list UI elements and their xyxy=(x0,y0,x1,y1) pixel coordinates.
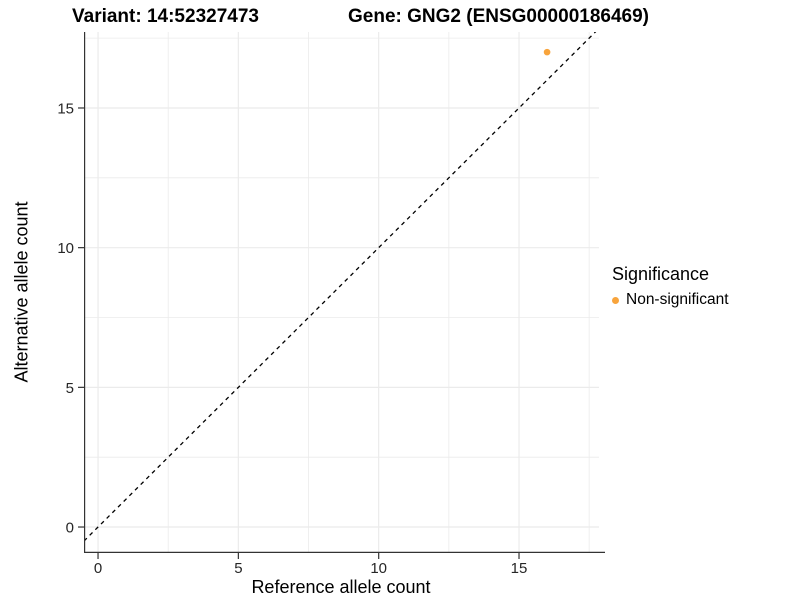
y-axis-label: Alternative allele count xyxy=(11,201,32,383)
legend-title: Significance xyxy=(612,264,710,284)
y-tick-label: 5 xyxy=(66,380,74,397)
x-tick-label: 10 xyxy=(370,560,387,577)
x-tick-label: 5 xyxy=(234,560,242,577)
identity-reference-line xyxy=(84,32,597,542)
plot-title-gene: Gene: GNG2 (ENSG00000186469) xyxy=(348,6,649,27)
plot-panel: 0 5 10 15 0 5 10 15 xyxy=(57,32,605,577)
y-tick-label: 10 xyxy=(57,240,74,257)
x-tick-label: 15 xyxy=(511,560,528,577)
y-tick-label: 0 xyxy=(66,520,74,537)
y-tick-label: 15 xyxy=(57,100,74,117)
data-point xyxy=(543,48,551,56)
x-axis-label: Reference allele count xyxy=(251,577,431,597)
legend-item: Non-significant xyxy=(612,291,729,309)
legend-point-icon xyxy=(612,296,619,304)
legend: Significance Non-significant xyxy=(612,264,729,309)
plot-title-variant: Variant: 14:52327473 xyxy=(72,6,259,27)
legend-item-label: Non-significant xyxy=(626,291,729,308)
x-tick-label: 0 xyxy=(94,560,102,577)
chart-svg: 0 5 10 15 0 5 10 15 xyxy=(57,32,605,577)
